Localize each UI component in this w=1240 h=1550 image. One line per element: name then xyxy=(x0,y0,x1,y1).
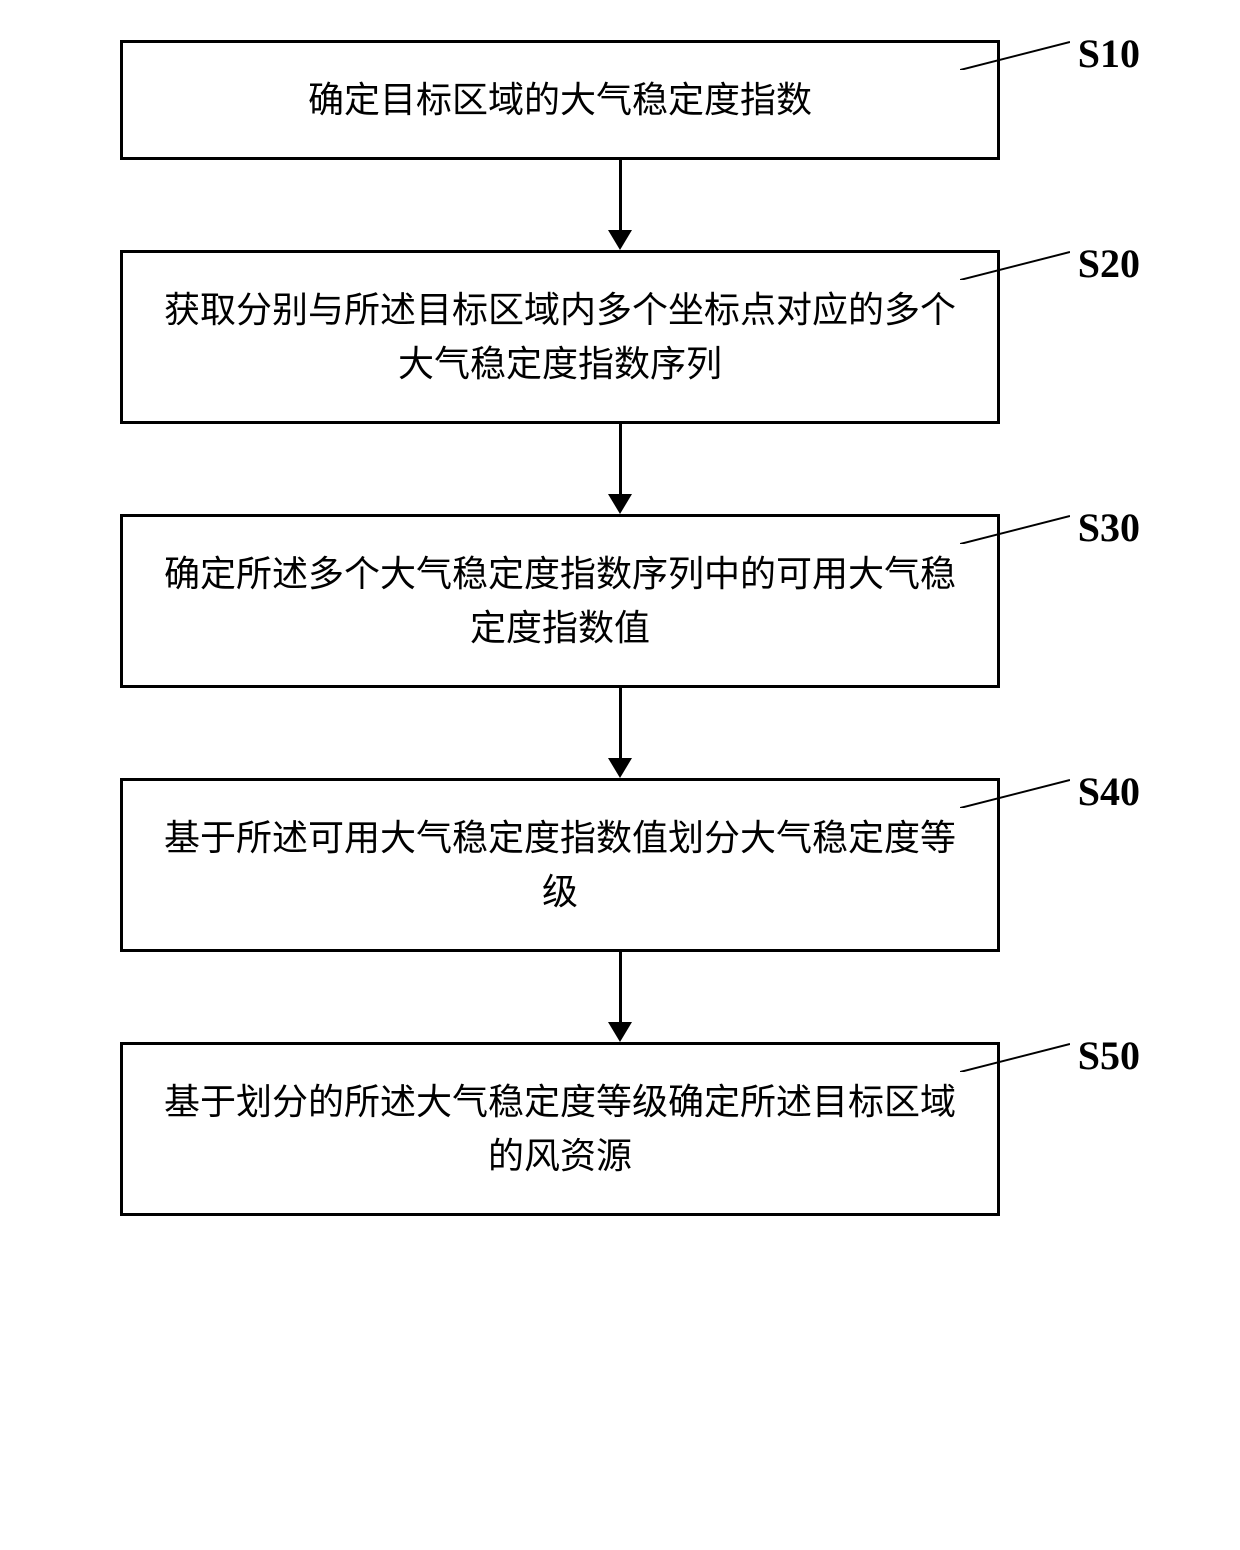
step-s40-container: 基于所述可用大气稳定度指数值划分大气稳定度等级 S40 xyxy=(60,778,1180,952)
arrow-s30-s40 xyxy=(120,688,1120,778)
arrow-line xyxy=(619,688,622,763)
step-s20-label: S20 xyxy=(1078,240,1140,287)
arrow-head xyxy=(608,758,632,778)
arrow-head xyxy=(608,1022,632,1042)
arrow-head xyxy=(608,494,632,514)
step-s20-container: 获取分别与所述目标区域内多个坐标点对应的多个大气稳定度指数序列 S20 xyxy=(60,250,1180,424)
connector-line-s30 xyxy=(960,514,1070,544)
step-s20-text: 获取分别与所述目标区域内多个坐标点对应的多个大气稳定度指数序列 xyxy=(163,283,957,391)
step-s40-text: 基于所述可用大气稳定度指数值划分大气稳定度等级 xyxy=(163,811,957,919)
step-s10-box: 确定目标区域的大气稳定度指数 xyxy=(120,40,1000,160)
connector-line-s20 xyxy=(960,250,1070,280)
step-s30-box: 确定所述多个大气稳定度指数序列中的可用大气稳定度指数值 xyxy=(120,514,1000,688)
step-s50-label: S50 xyxy=(1078,1032,1140,1079)
step-s20-box: 获取分别与所述目标区域内多个坐标点对应的多个大气稳定度指数序列 xyxy=(120,250,1000,424)
step-s50-container: 基于划分的所述大气稳定度等级确定所述目标区域的风资源 S50 xyxy=(60,1042,1180,1216)
arrow-s10-s20 xyxy=(120,160,1120,250)
arrow-s20-s30 xyxy=(120,424,1120,514)
arrow-s40-s50 xyxy=(120,952,1120,1042)
arrow-line xyxy=(619,424,622,499)
connector-line-s50 xyxy=(960,1042,1070,1072)
step-s10-container: 确定目标区域的大气稳定度指数 S10 xyxy=(60,40,1180,160)
connector-line-s40 xyxy=(960,778,1070,808)
step-s10-label: S10 xyxy=(1078,30,1140,77)
step-s30-text: 确定所述多个大气稳定度指数序列中的可用大气稳定度指数值 xyxy=(163,547,957,655)
step-s30-container: 确定所述多个大气稳定度指数序列中的可用大气稳定度指数值 S30 xyxy=(60,514,1180,688)
step-s30-label: S30 xyxy=(1078,504,1140,551)
flowchart-container: 确定目标区域的大气稳定度指数 S10 获取分别与所述目标区域内多个坐标点对应的多… xyxy=(60,40,1180,1216)
arrow-line xyxy=(619,160,622,235)
arrow-head xyxy=(608,230,632,250)
connector-line-s10 xyxy=(960,40,1070,70)
arrow-line xyxy=(619,952,622,1027)
step-s50-text: 基于划分的所述大气稳定度等级确定所述目标区域的风资源 xyxy=(163,1075,957,1183)
step-s10-text: 确定目标区域的大气稳定度指数 xyxy=(308,73,812,127)
step-s50-box: 基于划分的所述大气稳定度等级确定所述目标区域的风资源 xyxy=(120,1042,1000,1216)
step-s40-label: S40 xyxy=(1078,768,1140,815)
step-s40-box: 基于所述可用大气稳定度指数值划分大气稳定度等级 xyxy=(120,778,1000,952)
